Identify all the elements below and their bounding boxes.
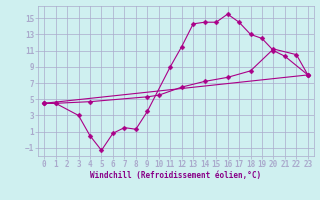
X-axis label: Windchill (Refroidissement éolien,°C): Windchill (Refroidissement éolien,°C) [91,171,261,180]
